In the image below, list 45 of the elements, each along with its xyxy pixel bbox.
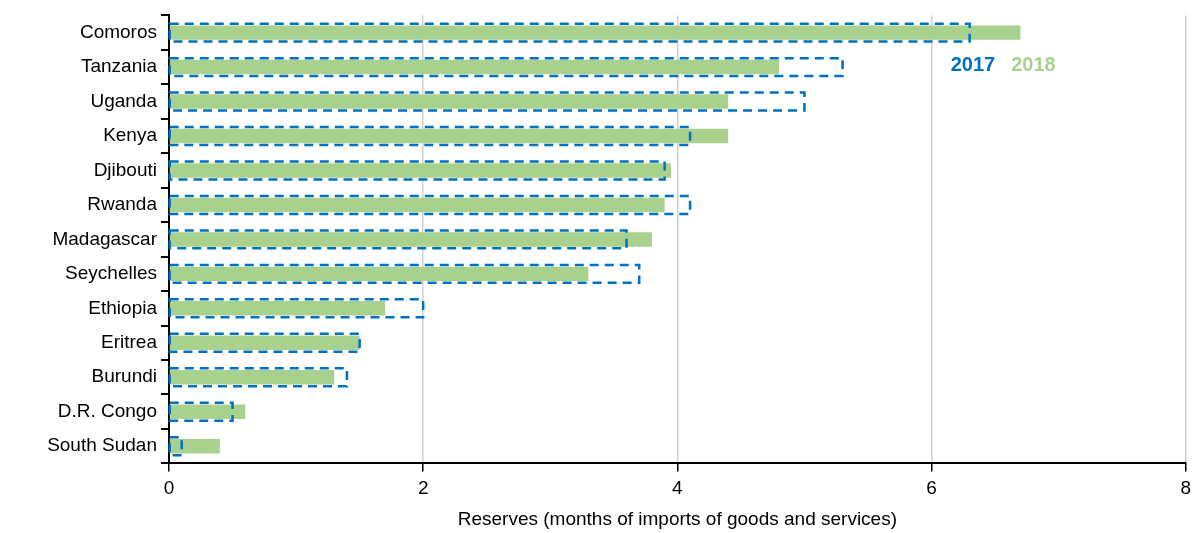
x-tick-label: 0 [163, 477, 175, 499]
bar [169, 197, 665, 213]
bar [168, 229, 628, 250]
bar [168, 91, 806, 112]
bar [169, 59, 780, 75]
bar [168, 56, 844, 78]
y-tick-label: Madagascar [52, 227, 158, 249]
y-tick-label: Comoros [79, 20, 157, 42]
y-tick-label: Kenya [103, 124, 158, 146]
x-tick-label: 4 [672, 477, 684, 499]
series-label: 2017 [950, 52, 996, 75]
y-tick-label: Uganda [90, 89, 158, 111]
bar [168, 160, 666, 181]
bar [169, 438, 220, 454]
bar [168, 22, 971, 43]
bar [168, 367, 349, 388]
bar [168, 125, 692, 147]
bar [169, 370, 335, 385]
bar [169, 25, 1021, 40]
bar [169, 301, 386, 316]
series-label: 2018 [1011, 52, 1056, 75]
bar [169, 404, 246, 419]
x-axis-title: Reserves (months of imports of goods and services) [457, 507, 898, 529]
bar [168, 194, 692, 216]
bar [168, 435, 183, 457]
bar [169, 128, 729, 144]
bar [168, 401, 234, 422]
bar [169, 163, 671, 178]
bar [169, 232, 652, 247]
y-tick-label: Ethiopia [88, 296, 158, 318]
y-tick-label: Rwanda [87, 193, 158, 215]
y-tick-label: D.R. Congo [57, 399, 157, 421]
x-tick-label: 2 [417, 477, 429, 499]
bar [168, 263, 641, 285]
bar [168, 298, 425, 319]
y-tick-label: Seychelles [65, 262, 157, 284]
bar [169, 94, 729, 109]
y-tick-label: Burundi [91, 365, 157, 387]
y-tick-label: Eritrea [101, 331, 158, 353]
y-tick-label: Tanzania [80, 55, 158, 77]
bar [169, 266, 589, 282]
y-tick-label: Djibouti [93, 158, 157, 180]
x-tick-label: 6 [926, 477, 937, 499]
y-tick-label: South Sudan [47, 434, 157, 456]
x-tick-label: 8 [1180, 477, 1192, 499]
